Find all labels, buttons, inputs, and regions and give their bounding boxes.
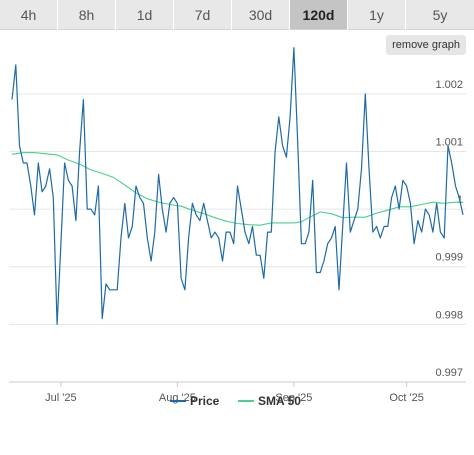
y-tick-label: 1.001 bbox=[435, 136, 463, 148]
legend-price-label: Price bbox=[190, 394, 220, 408]
tab-8h[interactable]: 8h bbox=[58, 0, 115, 30]
tab-30d[interactable]: 30d bbox=[232, 0, 289, 30]
tab-1d[interactable]: 1d bbox=[116, 0, 173, 30]
y-tick-label: 1.002 bbox=[435, 79, 463, 91]
x-tick-label: Aug '25 bbox=[159, 392, 196, 404]
x-tick-label: Sep '25 bbox=[275, 392, 312, 404]
tab-5y[interactable]: 5y bbox=[406, 0, 474, 30]
y-tick-label: 0.998 bbox=[435, 309, 463, 321]
y-tick-label: 0.999 bbox=[435, 252, 463, 264]
timeframe-tabs: 4h 8h 1d 7d 30d 120d 1y 5y bbox=[0, 0, 474, 30]
price-series-line bbox=[11, 47, 464, 325]
legend-sma50-label: SMA 50 bbox=[258, 394, 301, 408]
tab-120d[interactable]: 120d bbox=[290, 0, 347, 30]
remove-graph-button[interactable]: remove graph bbox=[386, 35, 466, 55]
tab-1y[interactable]: 1y bbox=[348, 0, 405, 30]
tab-4h[interactable]: 4h bbox=[0, 0, 57, 30]
y-tick-label: 0.997 bbox=[435, 367, 463, 379]
tab-7d[interactable]: 7d bbox=[174, 0, 231, 30]
x-tick-label: Oct '25 bbox=[389, 392, 424, 404]
x-tick-label: Jul '25 bbox=[45, 392, 76, 404]
